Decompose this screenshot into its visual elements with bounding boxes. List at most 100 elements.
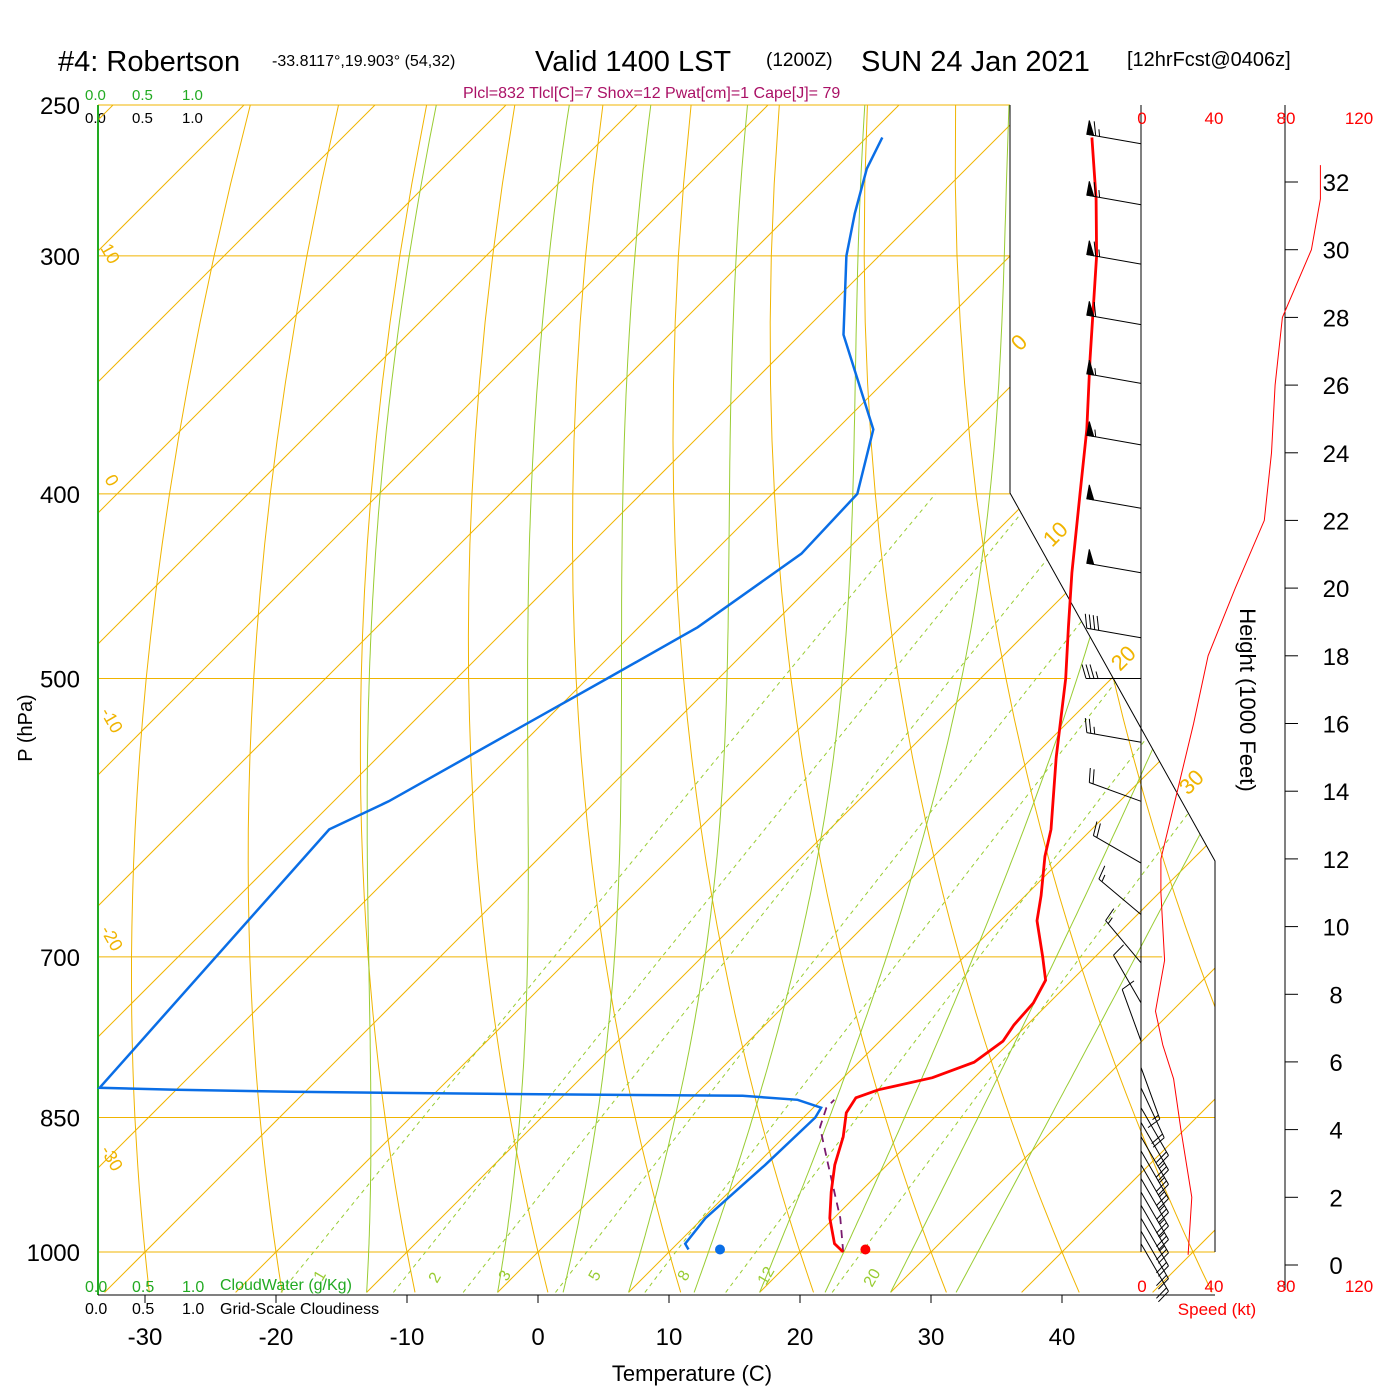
speed-tick: 0 [1137,1277,1146,1296]
wind-barb [1086,359,1142,384]
speed-tick: 40 [1205,109,1224,128]
moist-adiabat-line [890,105,1215,1293]
isotherm-line [98,105,1084,1293]
station-coords: -33.8117°,19.903° (54,32) [272,53,455,70]
isotherm-line [98,105,560,1293]
dry-adiabat-line [863,105,1080,1293]
wind-barb [1088,767,1142,802]
wind-speed-profile [1154,165,1321,1255]
speed-tick: 120 [1345,1277,1373,1296]
mixing-ratio-labels: 1 2 3 5 8 12 20 [311,1264,885,1290]
dry-adiabat-lines [131,0,1400,1293]
height-tick-label: 28 [1323,305,1350,332]
speed-tick: 80 [1277,109,1296,128]
height-tick-label: 26 [1323,373,1350,400]
height-tick-label: 4 [1329,1118,1342,1145]
mixing-ratio-line [393,493,1038,1293]
wind-barb [1121,980,1142,1042]
isotherm-line [890,105,1215,1293]
pressure-tick-label: 400 [40,482,80,509]
cloud-scale-tick: 1.0 [182,1279,204,1296]
wind-barb [1086,120,1142,145]
cloud-water-label: CloudWater (g/Kg) [220,1277,352,1294]
cloud-water-scale-bottom: 0.0 0.5 1.0 CloudWater (g/Kg) 0.0 0.5 1.… [85,1277,379,1318]
isotherm-line [98,105,822,1293]
height-axis-label: Height (1000 Feet) [1235,608,1260,791]
temperature-tick-label: -10 [390,1324,425,1351]
profile-series [96,136,1099,1255]
mixing-ratio-label: 3 [496,1268,515,1284]
height-tick-label: 8 [1329,982,1342,1009]
wind-speed-panel: 0 40 80 120 0 40 80 120 Speed (kt) Heigh… [1081,105,1373,1319]
wind-barb [1098,865,1142,915]
moist-adiabat-line [366,105,479,1293]
wind-barb [1081,664,1141,679]
isotherm-label: -30 [97,1142,127,1175]
speed-tick: 40 [1205,1277,1224,1296]
height-tick-label: 12 [1323,847,1350,874]
cloudiness-scale-tick: 0.0 [85,110,106,127]
cloud-scale-tick: 0.0 [85,87,106,104]
isotherm-line [1152,105,1215,1293]
cloud-scale-tick: 1.0 [182,87,203,104]
plot-boundary [1009,105,1216,1252]
mixing-ratio-label: 20 [861,1266,885,1290]
moist-adiabat-line [824,105,1193,1293]
isotherm-line [98,105,167,1293]
wind-speed-line [1154,165,1321,1255]
isotherm-line [235,105,1215,1293]
temperature-tick-label: -30 [128,1324,163,1351]
station-title: #4: Robertson [58,46,240,78]
zulu-time: (1200Z) [766,50,833,71]
isotherm-line [497,105,1215,1293]
height-tick-label: 18 [1323,644,1350,671]
cloudiness-scale-tick: 1.0 [182,110,203,127]
wind-barb [1084,613,1142,639]
wind-barb [1105,908,1142,964]
temperature-tick-label: -20 [259,1324,294,1351]
dry-adiabat-line [1378,0,1400,1292]
dry-adiabat-line [1128,105,1215,1293]
dry-adiabat-line [467,105,552,1293]
height-tick-label: 20 [1323,576,1350,603]
cloudiness-scale-tick: 0.0 [85,1301,107,1318]
temperature-tick-label: 10 [656,1324,683,1351]
mixing-ratio-label: 2 [426,1270,445,1286]
moist-adiabat-line [562,105,680,1293]
background-lines [98,0,1400,1293]
wind-barb [1140,1243,1169,1303]
wind-barb [1092,821,1142,864]
wind-barb [1086,240,1142,265]
cloud-scale-tick: 0.0 [85,1279,107,1296]
isotherm-line [98,105,429,1293]
isotherm-line [98,105,953,1293]
surface-dewpoint-dot [715,1244,725,1255]
mixing-ratio-line [644,493,1215,1293]
mixing-ratio-lines [280,493,1215,1293]
valid-time: Valid 1400 LST [535,46,731,78]
isotherm-label: -20 [97,922,127,955]
isotherm-labels: 10 0 -10 -20 -30 0 10 20 30 [97,240,1209,1175]
temperature-line [828,137,1099,1254]
pressure-tick-label: 1000 [27,1240,80,1267]
wind-barb [1113,944,1142,1004]
mixing-ratio-line [555,493,1184,1293]
wind-barb [1140,1217,1169,1277]
pressure-axis-label: P (hPa) [15,694,37,761]
temperature-axis-label: Temperature (C) [612,1361,772,1386]
wind-barb [1086,181,1142,206]
speed-tick: 120 [1345,109,1373,128]
surface-temperature-dot [860,1244,871,1255]
isotherm-line [98,105,1215,1293]
pressure-tick-label: 300 [40,244,80,271]
isotherm-label: 20 [1106,641,1141,676]
cloudiness-scale-tick: 1.0 [182,1301,204,1318]
pressure-tick-label: 500 [40,667,80,694]
cloudiness-scale-tick: 0.5 [132,1301,154,1318]
mixing-ratio-line [280,493,936,1293]
height-tick-label: 24 [1323,441,1350,468]
valid-date: SUN 24 Jan 2021 [861,46,1090,78]
speed-axis-label: Speed (kt) [1178,1300,1256,1319]
wind-barb [1140,1067,1161,1129]
